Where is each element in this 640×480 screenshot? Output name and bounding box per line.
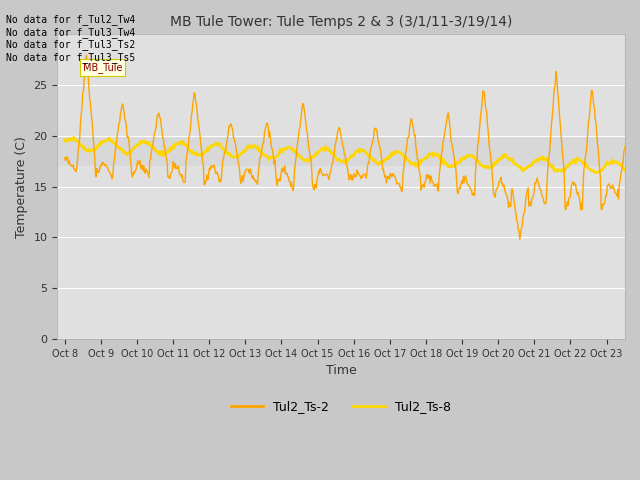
Bar (58, 136, 625, 167)
Text: MB_Tule: MB_Tule (83, 62, 122, 73)
Text: No data for f_Tul2_Tw4
No data for f_Tul3_Tw4
No data for f_Tul3_Ts2
No data for: No data for f_Tul2_Tw4 No data for f_Tul… (6, 14, 136, 63)
Title: MB Tule Tower: Tule Temps 2 & 3 (3/1/11-3/19/14): MB Tule Tower: Tule Temps 2 & 3 (3/1/11-… (170, 15, 512, 29)
Legend: Tul2_Ts-2, Tul2_Ts-8: Tul2_Ts-2, Tul2_Ts-8 (227, 395, 456, 418)
X-axis label: Time: Time (326, 364, 356, 377)
Y-axis label: Temperature (C): Temperature (C) (15, 136, 28, 238)
